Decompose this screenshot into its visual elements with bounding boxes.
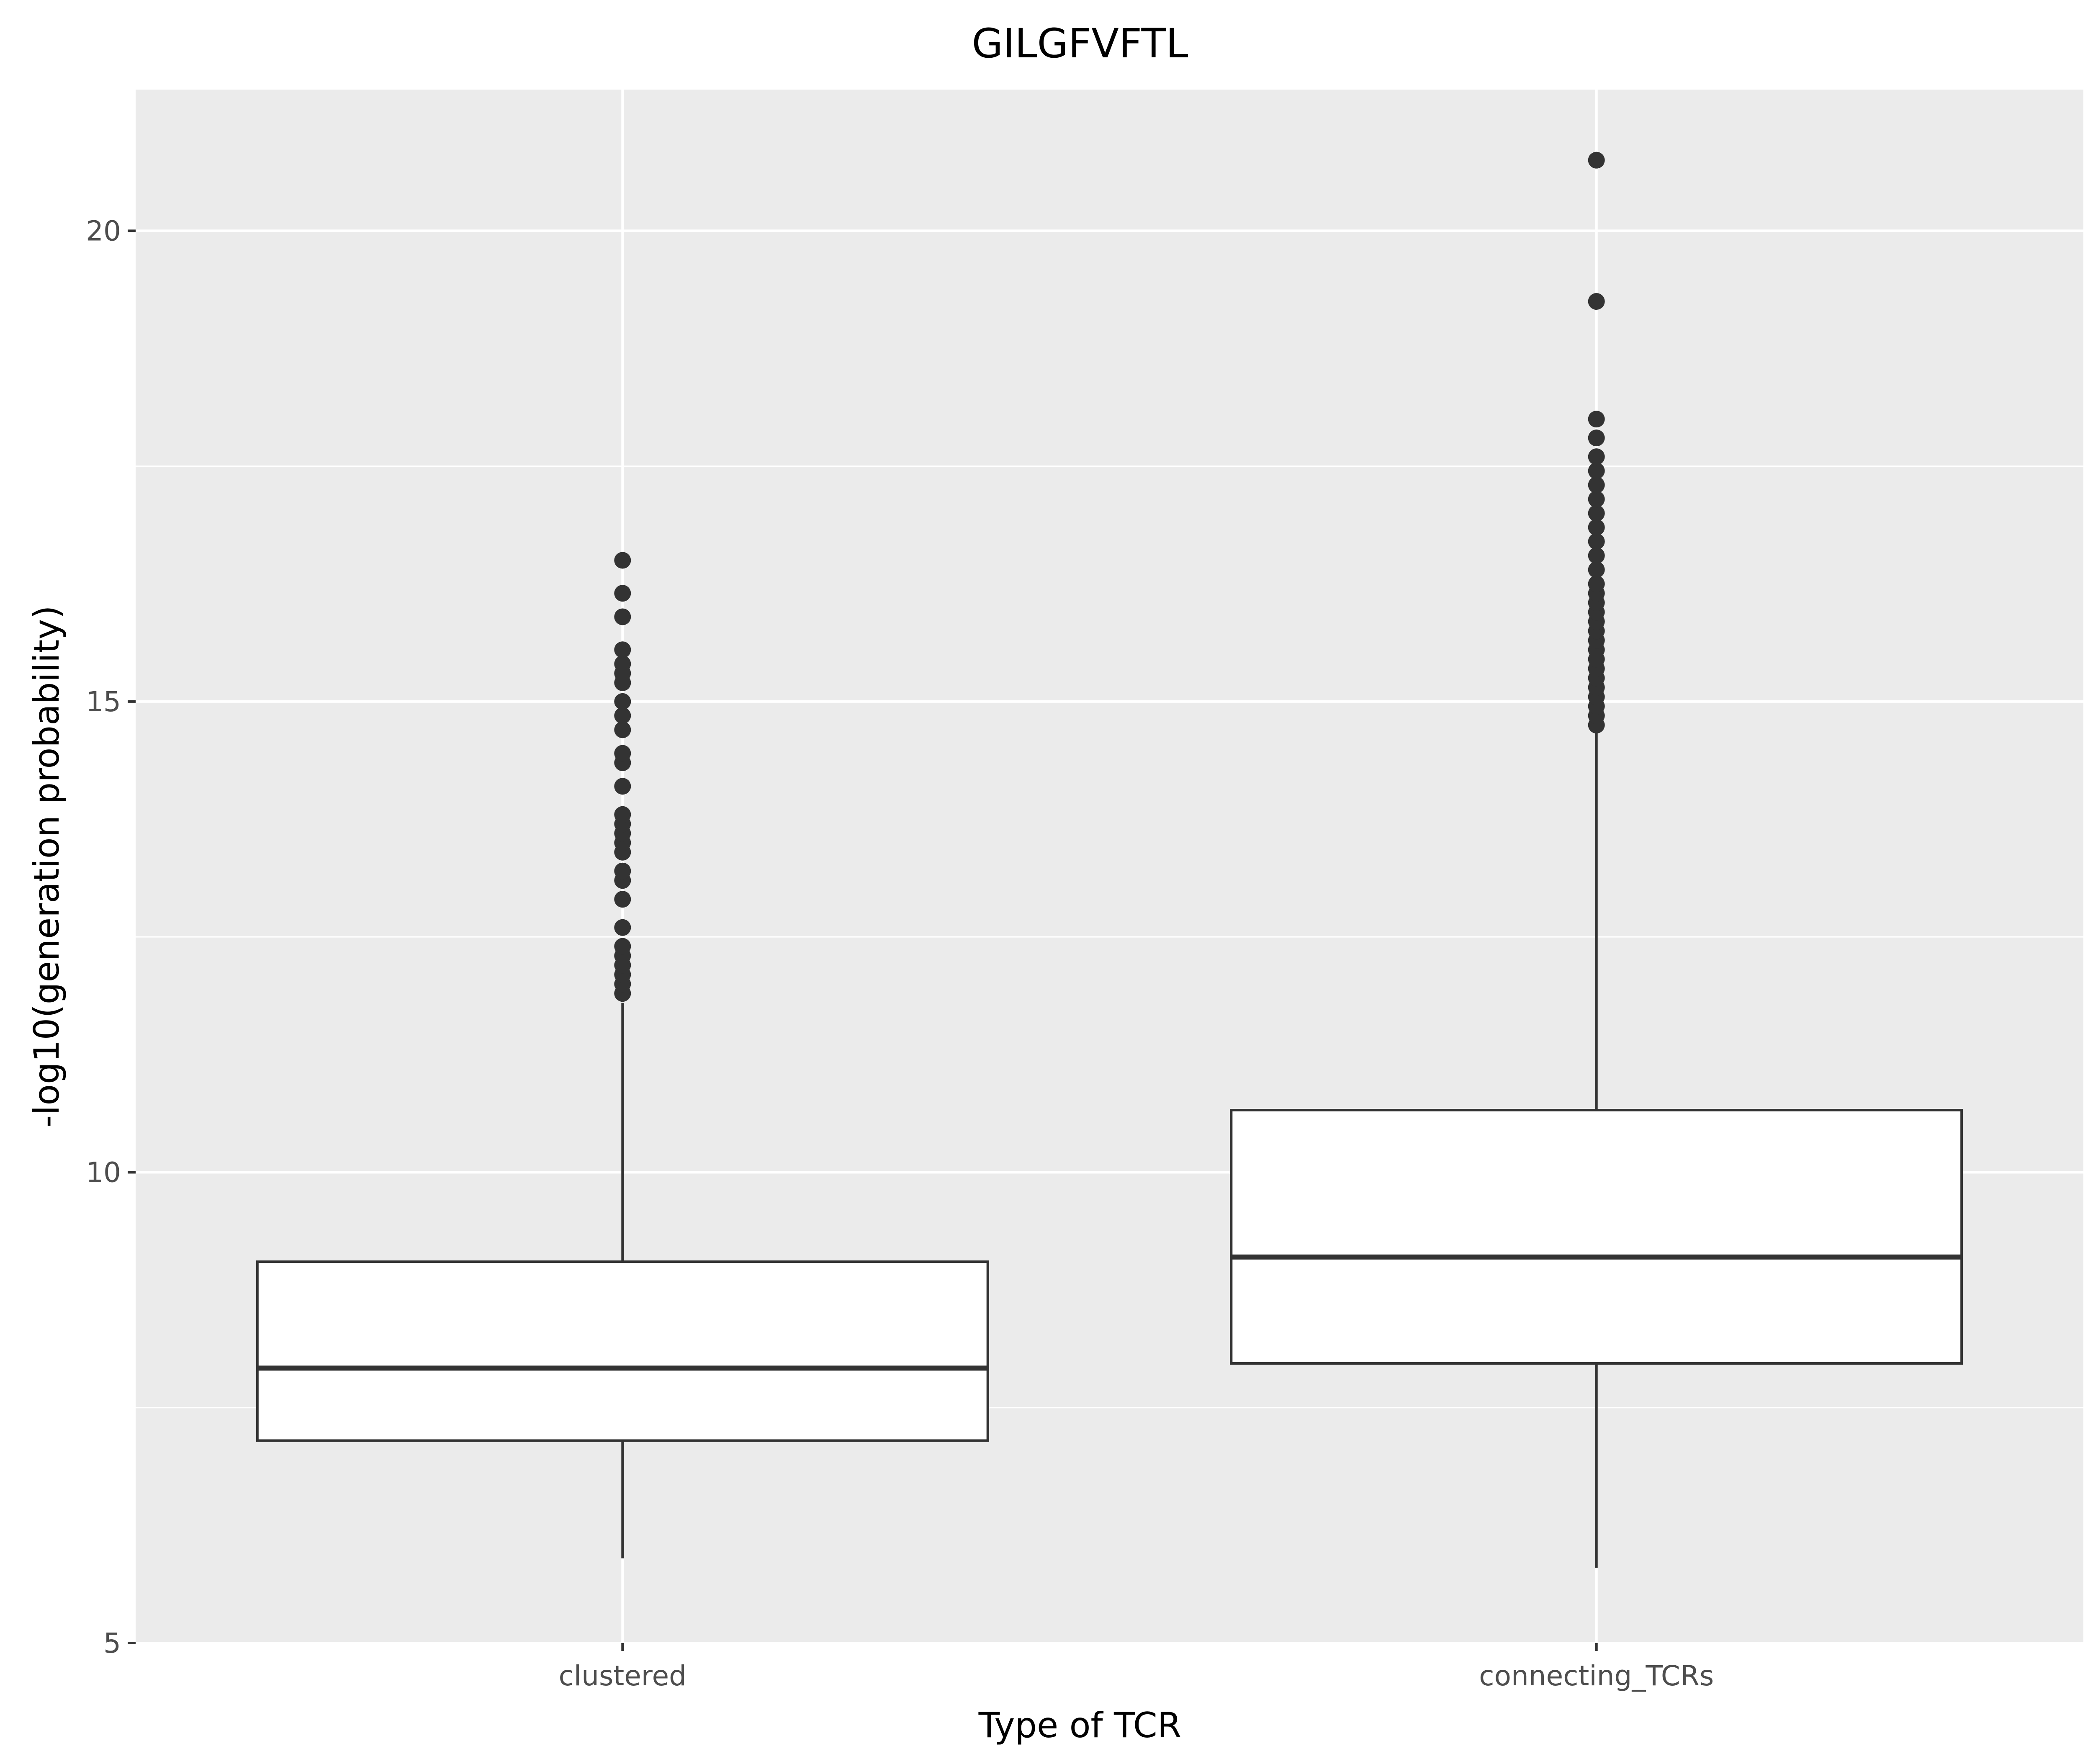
outlier-point: [1588, 462, 1605, 479]
x-tick-label: connecting_TCRs: [1479, 1660, 1714, 1692]
outlier-point: [614, 862, 631, 879]
outlier-point: [614, 745, 631, 762]
outlier-point: [1588, 505, 1605, 522]
box-iqr: [1230, 1109, 1963, 1365]
outlier-point: [1588, 491, 1605, 508]
y-axis-title: -log10(generation probability): [26, 605, 67, 1127]
y-tick-label: 15: [86, 686, 121, 718]
outlier-point: [614, 585, 631, 602]
outlier-point: [1588, 448, 1605, 465]
outlier-point: [1588, 575, 1605, 592]
outlier-point: [614, 608, 631, 625]
y-tick-label: 20: [86, 215, 121, 247]
outlier-point: [614, 707, 631, 724]
outlier-point: [1588, 152, 1605, 169]
outlier-layer: [614, 152, 1605, 1002]
outlier-point: [1588, 293, 1605, 310]
outlier-point: [614, 721, 631, 738]
outlier-point: [614, 778, 631, 795]
outlier-point: [1588, 547, 1605, 564]
outlier-point: [1588, 429, 1605, 447]
x-tick-label: clustered: [558, 1660, 687, 1692]
grid-lines: [136, 90, 2083, 1644]
outlier-point: [614, 552, 631, 569]
box-iqr: [256, 1260, 989, 1442]
outlier-point: [614, 806, 631, 823]
chart-title: GILGFVFTL: [972, 20, 1188, 67]
outlier-point: [1588, 519, 1605, 536]
outlier-point: [614, 938, 631, 955]
y-tick-label: 5: [103, 1627, 121, 1659]
outlier-point: [614, 919, 631, 936]
outlier-point: [614, 655, 631, 672]
box-layer: [256, 730, 1963, 1568]
x-axis-title: Type of TCR: [978, 1705, 1182, 1746]
outlier-point: [1588, 476, 1605, 494]
outlier-point: [1588, 411, 1605, 428]
outlier-point: [614, 891, 631, 908]
y-tick-label: 10: [86, 1156, 121, 1188]
outlier-point: [614, 693, 631, 710]
outlier-point: [1588, 561, 1605, 579]
outlier-point: [614, 641, 631, 658]
axis-ticks: 5 10 15 20 clustered connecting_TCRs: [86, 215, 1714, 1692]
outlier-point: [1588, 533, 1605, 550]
